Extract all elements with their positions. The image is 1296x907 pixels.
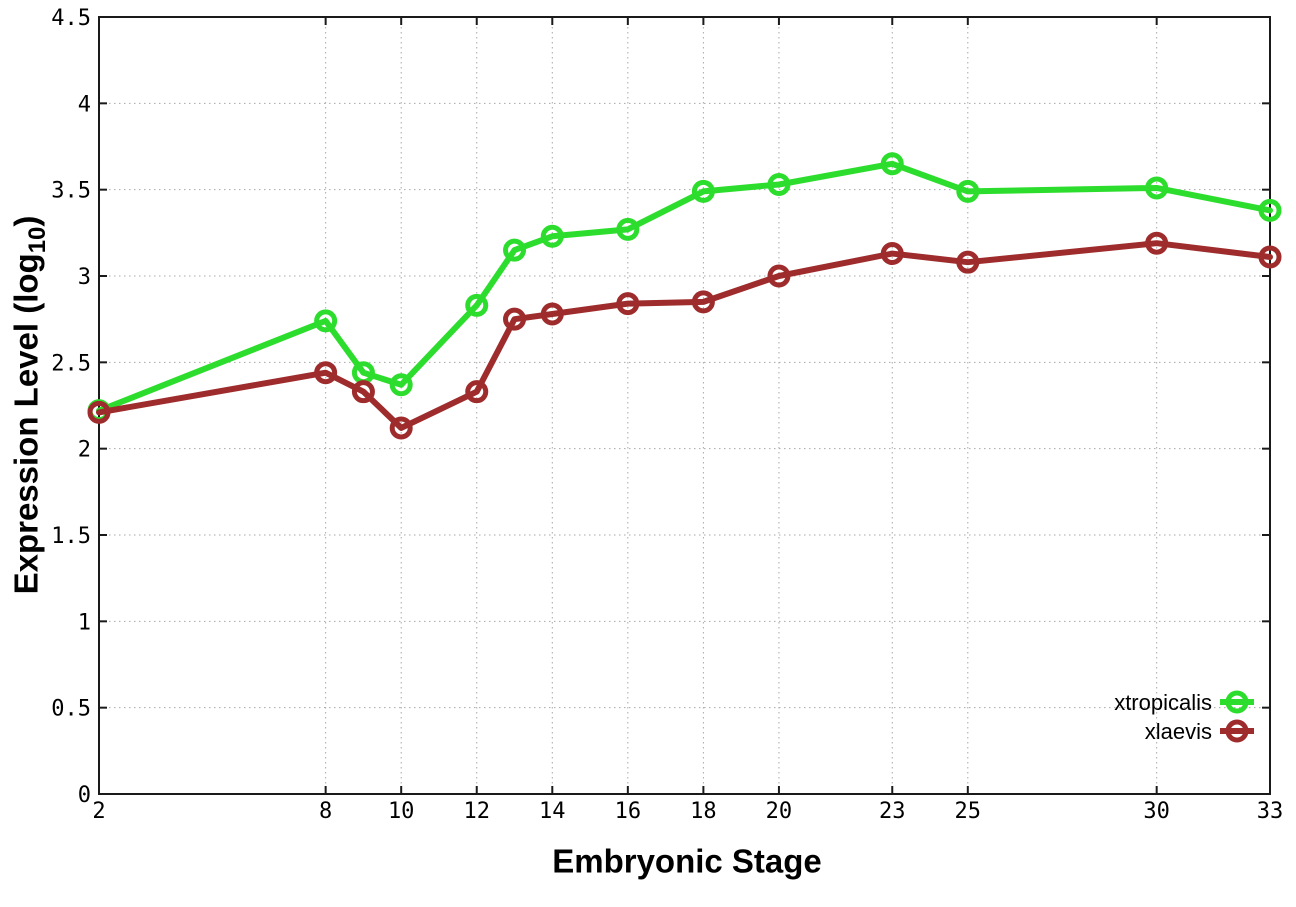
plot-border: [98, 16, 1271, 795]
data-point-xlaevis: [691, 290, 715, 314]
y-tick-label: 2: [78, 438, 91, 463]
data-point-xtropicalis: [465, 293, 489, 317]
legend-marker-xtropicalis: [1225, 690, 1249, 714]
series-line-xtropicalis: [96, 160, 1273, 414]
data-point-xtropicalis: [314, 309, 338, 333]
y-axis-title-close: ): [7, 215, 45, 227]
y-tick-label: 4.5: [51, 6, 91, 31]
data-point-xlaevis: [616, 292, 640, 316]
data-point-xlaevis: [351, 380, 375, 404]
legend-label-xlaevis: xlaevis: [1145, 719, 1212, 744]
data-point-xlaevis: [503, 307, 527, 331]
x-tick-label: 33: [1257, 799, 1284, 824]
data-point-xlaevis: [87, 400, 111, 424]
series-line-xlaevis: [96, 240, 1273, 431]
y-axis-title: Expression Level (log10): [7, 215, 52, 595]
data-point-xlaevis: [880, 242, 904, 266]
x-tick-label: 18: [690, 799, 717, 824]
y-tick-label: 1: [78, 610, 91, 635]
y-tick-label: 2.5: [51, 351, 91, 376]
data-point-xtropicalis: [503, 238, 527, 262]
y-tick-label: 0.5: [51, 697, 91, 722]
data-point-xtropicalis: [616, 217, 640, 241]
legend-label-xtropicalis: xtropicalis: [1114, 690, 1212, 715]
data-point-xtropicalis: [540, 224, 564, 248]
y-tick-label: 4: [78, 92, 91, 117]
x-axis-title: Embryonic Stage: [552, 842, 822, 880]
x-tick-label: 23: [879, 799, 906, 824]
data-point-xlaevis: [540, 302, 564, 326]
x-tick-label: 14: [539, 799, 566, 824]
y-axis-title-subscript: 10: [24, 226, 52, 254]
data-point-xlaevis: [389, 416, 413, 440]
data-point-xtropicalis: [389, 373, 413, 397]
data-point-xtropicalis: [767, 172, 791, 196]
x-tick-label: 16: [615, 799, 642, 824]
data-point-xlaevis: [767, 264, 791, 288]
data-point-xlaevis: [314, 361, 338, 385]
y-tick-label: 3: [78, 265, 91, 290]
x-tick-label: 25: [955, 799, 982, 824]
data-point-xlaevis: [1145, 231, 1169, 255]
data-point-xlaevis: [1258, 245, 1282, 269]
y-tick-label: 0: [78, 783, 91, 808]
legend-marker-xlaevis: [1225, 719, 1249, 743]
x-tick-label: 12: [463, 799, 490, 824]
y-tick-label: 3.5: [51, 179, 91, 204]
data-point-xtropicalis: [880, 152, 904, 176]
data-point-xtropicalis: [956, 179, 980, 203]
data-point-xtropicalis: [1258, 198, 1282, 222]
data-point-xlaevis: [465, 380, 489, 404]
y-axis-title-text: Expression Level (log: [7, 253, 45, 595]
data-point-xtropicalis: [1145, 176, 1169, 200]
data-point-xtropicalis: [691, 179, 715, 203]
x-tick-label: 10: [388, 799, 415, 824]
data-point-xlaevis: [956, 250, 980, 274]
x-tick-label: 30: [1143, 799, 1170, 824]
y-tick-label: 1.5: [51, 524, 91, 549]
x-tick-label: 2: [92, 799, 105, 824]
x-tick-label: 20: [766, 799, 793, 824]
x-tick-label: 8: [319, 799, 332, 824]
